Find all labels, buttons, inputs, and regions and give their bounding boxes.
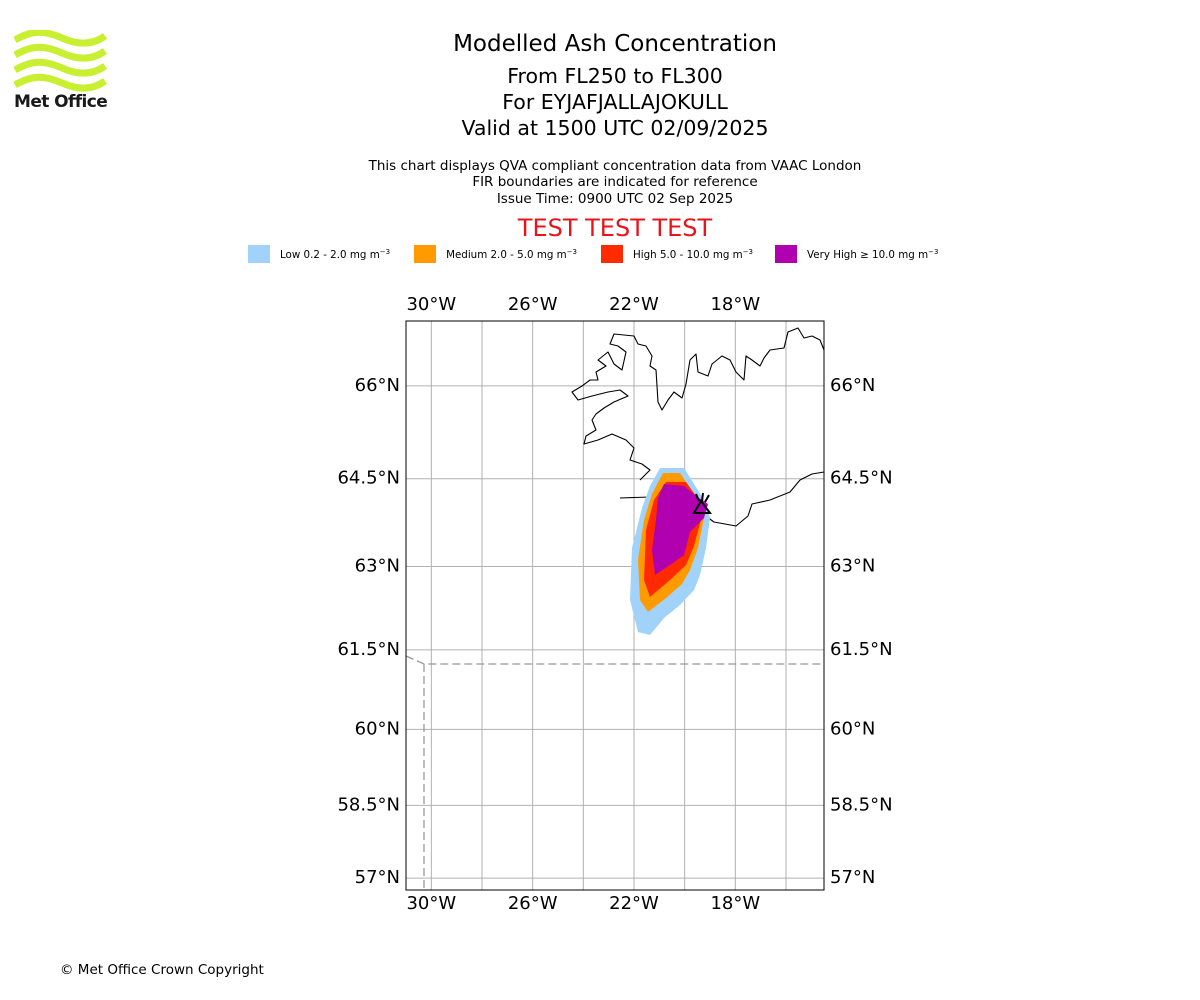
chart-title: Modelled Ash Concentration <box>453 31 777 57</box>
flight-level-range: From FL250 to FL300 <box>507 64 723 88</box>
lat-tick-label-right: 61.5°N <box>830 639 893 660</box>
logo-wave-3 <box>14 58 108 77</box>
lat-tick-label-left: 58.5°N <box>337 794 400 815</box>
description-line: This chart displays QVA compliant concen… <box>368 158 862 174</box>
valid-time: Valid at 1500 UTC 02/09/2025 <box>461 116 769 140</box>
legend-swatch-low <box>248 245 270 263</box>
logo-wave-4 <box>14 73 108 92</box>
legend-label-high: High 5.0 - 10.0 mg m−3 <box>633 247 754 261</box>
lon-tick-label-bottom: 26°W <box>508 893 558 914</box>
lat-tick-label-left: 64.5°N <box>337 468 400 489</box>
legend-swatch-very-high <box>775 245 798 263</box>
volcano-name: For EYJAFJALLAJOKULL <box>502 90 728 114</box>
legend-label-medium: Medium 2.0 - 5.0 mg m−3 <box>446 247 578 261</box>
lat-tick-label-left: 57°N <box>355 867 400 888</box>
lon-tick-label-top: 18°W <box>710 294 760 315</box>
legend-swatch-high <box>601 245 624 263</box>
fir-boundary <box>406 655 824 890</box>
lat-tick-label-right: 60°N <box>830 718 875 739</box>
legend-item-high: High 5.0 - 10.0 mg m−3 <box>601 245 753 263</box>
lon-tick-label-bottom: 22°W <box>609 893 659 914</box>
lon-tick-label-top: 26°W <box>508 294 558 315</box>
lon-tick-label-top: 22°W <box>609 294 659 315</box>
lat-tick-label-right: 58.5°N <box>830 794 893 815</box>
lon-tick-label-top: 30°W <box>406 294 456 315</box>
legend-item-very-high: Very High ≥ 10.0 mg m−3 <box>775 245 938 263</box>
legend-label-low: Low 0.2 - 2.0 mg m−3 <box>280 247 391 261</box>
lon-tick-label-bottom: 18°W <box>710 893 760 914</box>
map-tick-labels: 30°W 30°W 26°W 26°W 22°W 22°W 18°W 18°W 57°N 57°N… <box>337 294 892 914</box>
volcano-icon <box>692 492 712 514</box>
lat-tick-label-right: 64.5°N <box>830 468 893 489</box>
lat-tick-label-right: 57°N <box>830 867 875 888</box>
lat-tick-label-left: 66°N <box>355 375 400 396</box>
logo-text: Met Office <box>14 92 108 112</box>
legend-swatch-medium <box>414 245 437 263</box>
copyright: © Met Office Crown Copyright <box>60 962 264 978</box>
legend: Low 0.2 - 2.0 mg m−3 Medium 2.0 - 5.0 mg… <box>248 244 938 264</box>
met-office-logo <box>14 30 108 92</box>
fir-note: FIR boundaries are indicated for referen… <box>472 174 758 190</box>
lat-tick-label-left: 60°N <box>355 718 400 739</box>
legend-item-medium: Medium 2.0 - 5.0 mg m−3 <box>414 245 577 263</box>
lat-tick-label-left: 63°N <box>355 556 400 577</box>
ash-region-very-high <box>652 484 708 575</box>
legend-label-very-high: Very High ≥ 10.0 mg m−3 <box>807 247 939 261</box>
lat-tick-label-right: 66°N <box>830 375 875 396</box>
logo-wave-1 <box>14 30 108 47</box>
map-frame <box>405 320 825 891</box>
lon-tick-label-bottom: 30°W <box>406 893 456 914</box>
legend-item-low: Low 0.2 - 2.0 mg m−3 <box>248 245 390 263</box>
logo-wave-2 <box>14 43 108 62</box>
lat-tick-label-left: 61.5°N <box>337 639 400 660</box>
issue-time: Issue Time: 0900 UTC 02 Sep 2025 <box>496 191 734 207</box>
test-banner: TEST TEST TEST <box>517 214 713 242</box>
lat-tick-label-right: 63°N <box>830 556 875 577</box>
map-grid <box>406 321 824 890</box>
